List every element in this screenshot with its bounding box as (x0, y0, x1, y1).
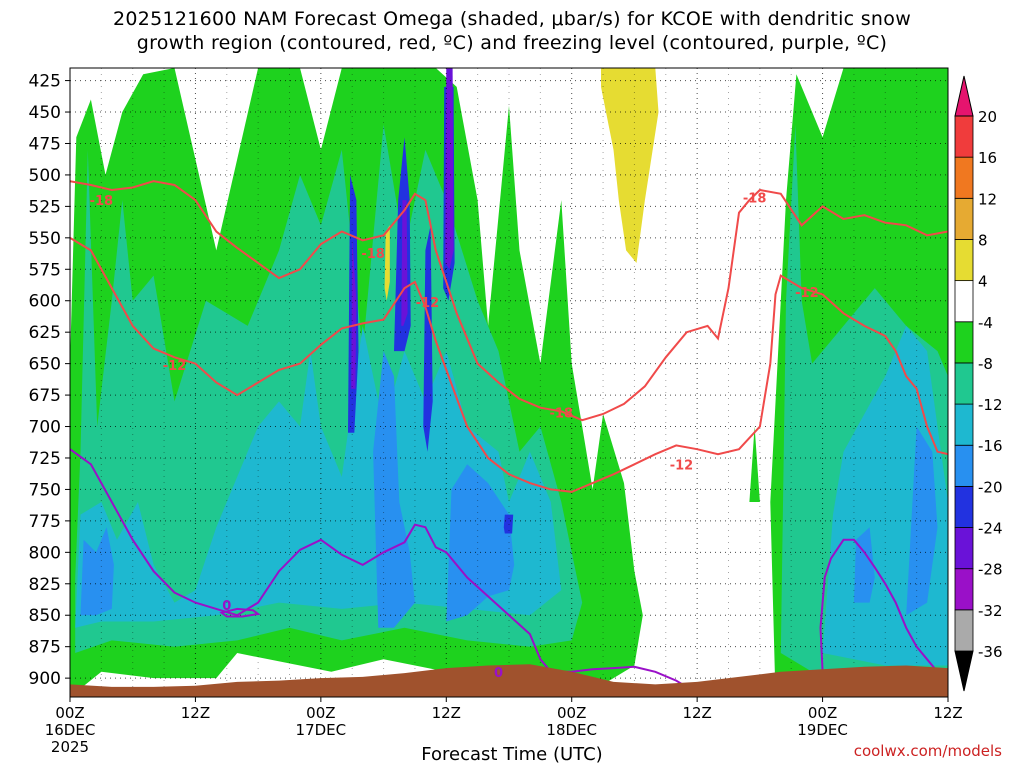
y-tick-label-550: 550 (29, 229, 61, 249)
y-tick-label-725: 725 (29, 449, 61, 469)
contour-label-m12-d: -12 (795, 286, 819, 301)
x-axis-title: Forecast Time (UTC) (421, 744, 603, 765)
y-tick-label-525: 525 (29, 197, 61, 217)
x-tick-label-0: 00Z (55, 704, 84, 722)
colorbar-label-0: 20 (978, 108, 997, 126)
x-tick-label-48: 00Z (557, 704, 586, 722)
y-tick-label-450: 450 (29, 103, 61, 123)
y-tick-label-875: 875 (29, 638, 61, 658)
y-tick-label-900: 900 (29, 669, 61, 689)
colorbar-under-triangle (954, 650, 974, 692)
colorbar-label-4: 4 (978, 273, 988, 291)
plot-frame (69, 67, 949, 698)
colorbar-label-8: -16 (978, 437, 1003, 455)
omega-shade-region-1 (749, 426, 760, 502)
dendritic-contour--12 (70, 236, 948, 493)
colorbar-bin-8 (954, 280, 974, 323)
colorbar-label-6: -8 (978, 355, 993, 373)
colorbar-label-13: -36 (978, 643, 1003, 661)
omega-shade-region-16 (503, 514, 514, 534)
colorbar-bin-3 (954, 485, 974, 528)
terrain (70, 664, 948, 697)
plot-layer: -18 -18 -18 -18 -12 -12 -12 -12 0 0 (70, 68, 948, 697)
omega-shade-region-20 (601, 68, 659, 263)
colorbar-label-5: -4 (978, 314, 993, 332)
y-tick-label-600: 600 (29, 292, 61, 312)
colorbar-label-12: -32 (978, 602, 1003, 620)
colorbar-label-11: -28 (978, 561, 1003, 579)
credit-link[interactable]: coolwx.com/models (853, 742, 1002, 760)
y-tick-label-575: 575 (29, 260, 61, 280)
x-tick-label-60: 12Z (682, 704, 711, 722)
x-tick-label-72: 00Z (808, 704, 837, 722)
y-tick-label-775: 775 (29, 512, 61, 532)
colorbar-bin-6 (954, 362, 974, 405)
x-tick-label-12: 12Z (181, 704, 210, 722)
colorbar-label-10: -24 (978, 520, 1003, 538)
colorbar-bin-2 (954, 527, 974, 570)
omega-shade-region-17 (351, 237, 357, 389)
freezing-level-ring (219, 607, 261, 618)
contour-label-m18-c: -18 (550, 407, 574, 422)
contour-label-m12-b: -12 (416, 296, 440, 311)
dendritic-contour--18 (70, 180, 948, 422)
y-tick-label-700: 700 (29, 418, 61, 438)
omega-shade-region-5 (75, 325, 562, 628)
colorbar-bin-11 (954, 156, 974, 199)
omega-shade-region-11 (906, 426, 938, 616)
y-tick-label-750: 750 (29, 480, 61, 500)
contour-label-m18-d: -18 (743, 192, 767, 207)
omega-shade-region-18 (401, 200, 408, 326)
colorbar-label-7: -12 (978, 396, 1003, 414)
contour-label-m18-b: -18 (361, 247, 385, 262)
omega-shade-region-9 (446, 464, 515, 622)
y-tick-label-650: 650 (29, 355, 61, 375)
omega-shade-region-8 (373, 351, 415, 628)
x-date-label-24: 17DEC (296, 721, 347, 739)
chart-title-line-2: growth region (contoured, red, ºC) and f… (136, 32, 888, 54)
y-tick-label-675: 675 (29, 386, 61, 406)
omega-shade-region-21 (384, 225, 390, 301)
y-tick-label-475: 475 (29, 134, 61, 154)
colorbar-label-1: 16 (978, 149, 997, 167)
y-tick-label-800: 800 (29, 543, 61, 563)
contour-label-0-b: 0 (494, 666, 503, 681)
x-date-label-48: 18DEC (546, 721, 597, 739)
contour-label-m18-a: -18 (90, 194, 114, 209)
colorbar-label-2: 12 (978, 190, 997, 208)
colorbar-label-9: -20 (978, 478, 1003, 496)
x-date-label-72: 19DEC (797, 721, 848, 739)
y-tick-label-850: 850 (29, 606, 61, 626)
colorbar-label-3: 8 (978, 231, 988, 249)
colorbar-over-triangle (954, 75, 974, 117)
x-year-label-0: 2025 (51, 738, 89, 756)
freezing-level-contour (70, 448, 698, 695)
y-tick-label-625: 625 (29, 323, 61, 343)
colorbar-bin-10 (954, 197, 974, 240)
contour-label-0-a: 0 (222, 599, 231, 614)
colorbar-bin-5 (954, 403, 974, 446)
colorbar-bin-12 (954, 115, 974, 158)
omega-shade-region-19 (445, 68, 454, 270)
colorbar-bin-1 (954, 568, 974, 611)
contour-label-m12-c: -12 (670, 458, 694, 473)
colorbar-bin-7 (954, 321, 974, 364)
contour-label-m12-a: -12 (163, 359, 187, 374)
y-tick-label-425: 425 (29, 72, 61, 92)
x-tick-label-36: 12Z (432, 704, 461, 722)
colorbar-bin-9 (954, 239, 974, 282)
freezing-level-contour-east (819, 538, 948, 682)
chart-title-line-1: 2025121600 NAM Forecast Omega (shaded, μ… (112, 8, 912, 30)
colorbar-bin-4 (954, 444, 974, 487)
y-tick-label-500: 500 (29, 166, 61, 186)
omega-shade-region-7 (80, 527, 114, 616)
x-tick-label-24: 00Z (306, 704, 335, 722)
colorbar-bin-0 (954, 609, 974, 652)
x-date-label-0: 16DEC (45, 721, 96, 739)
x-tick-label-84: 12Z (933, 704, 962, 722)
y-tick-label-825: 825 (29, 575, 61, 595)
